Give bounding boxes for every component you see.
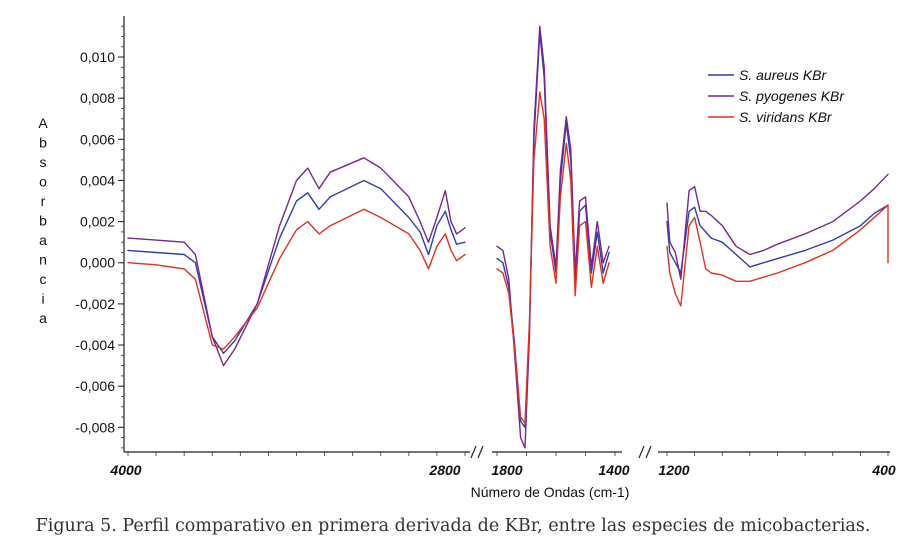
legend: S. aureus KBr S. pyogenes KBr S. viridans … <box>708 67 845 125</box>
series-line-1-segment-1 <box>127 179 466 354</box>
y-tick-label: -0,004 <box>75 337 115 353</box>
x-tick-label: 1800 <box>491 462 522 478</box>
y-tick-label: 0,000 <box>80 255 115 271</box>
series-line-3-segment-1 <box>127 208 466 350</box>
series-line-1-segment-3 <box>666 204 889 274</box>
series-line-3-segment-3 <box>666 204 889 307</box>
x-tick-label: 400 <box>871 462 896 478</box>
x-tick-label: 1400 <box>598 462 629 478</box>
axis-break-marker <box>470 445 484 459</box>
x-tick-label: 1200 <box>658 462 689 478</box>
x-tick-label: 4000 <box>109 462 141 478</box>
y-tick-label: 0,002 <box>80 214 115 230</box>
y-tick-label: 0,010 <box>80 49 115 65</box>
series-line-2-segment-3 <box>666 173 889 280</box>
legend-label: S. pyogenes KBr <box>739 88 845 104</box>
x-axis-label: Número de Ondas (cm-1) <box>471 484 630 500</box>
axis-break-marker <box>638 445 652 459</box>
y-tick-label: 0,004 <box>80 172 115 188</box>
plot-area <box>127 25 889 449</box>
y-axis: 0,010 0,008 0,006 0,004 0,002 0,000 -0,002 -0,0… <box>75 16 125 452</box>
series-line-3-segment-2 <box>496 91 610 424</box>
figure-caption: Figura 5. Perfil comparativo en primera … <box>35 516 871 536</box>
series-line-1-segment-2 <box>496 31 610 428</box>
y-tick-label: 0,006 <box>80 131 115 147</box>
x-tick-label: 2800 <box>428 462 460 478</box>
series-line-2-segment-1 <box>127 157 466 367</box>
y-tick-label: -0,008 <box>75 419 115 435</box>
legend-label: S. aureus KBr <box>739 67 827 83</box>
y-tick-label: 0,008 <box>80 90 115 106</box>
x-axis: 4000 2800 1800 1400 1200 400 <box>109 445 896 478</box>
series-line-2-segment-2 <box>496 25 610 449</box>
y-tick-label: -0,006 <box>75 378 115 394</box>
legend-label: S. viridans KBr <box>739 109 833 125</box>
y-tick-label: -0,002 <box>75 296 115 312</box>
